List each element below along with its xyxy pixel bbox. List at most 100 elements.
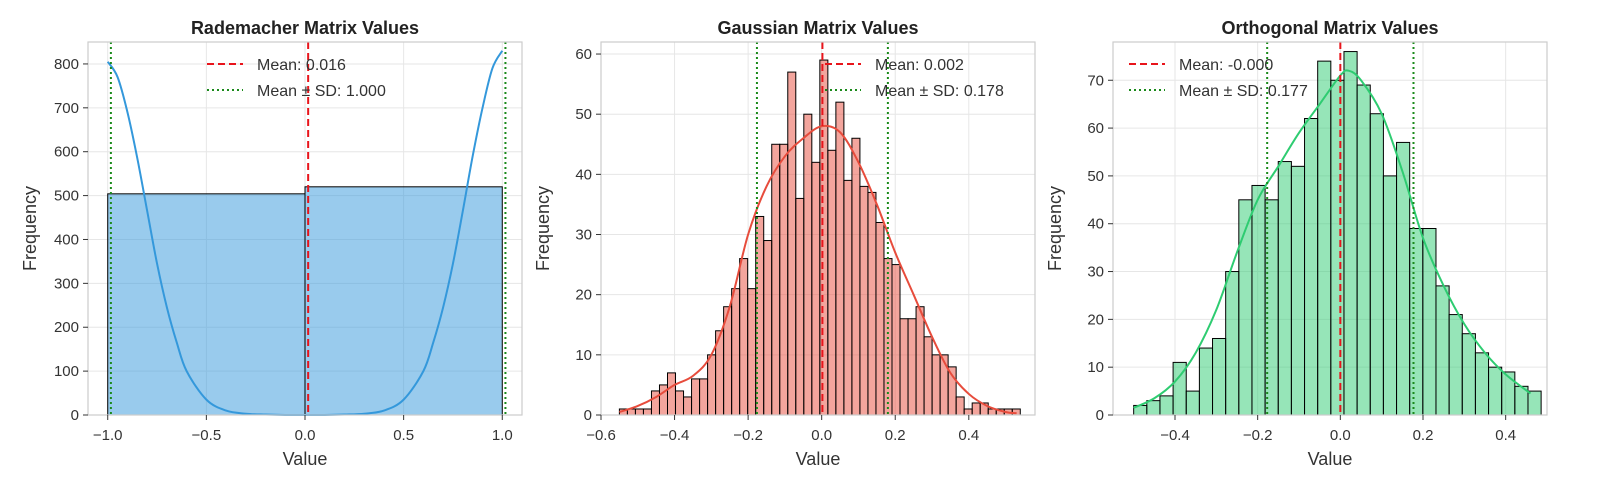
histogram-bar [739,258,749,416]
x-tick-label: −0.5 [192,427,222,444]
y-tick-label: 0 [1096,407,1104,424]
y-tick-label: 60 [1087,120,1104,137]
y-tick-label: 30 [1087,264,1104,281]
y-tick-label: 50 [575,106,592,123]
histogram-bar [755,215,765,416]
y-axis-label: Frequency [20,186,40,271]
histogram-bar [1225,271,1240,416]
histogram-bar [795,197,805,416]
histogram-bar [1474,352,1490,416]
histogram-bar [779,143,789,416]
histogram-bar [1461,333,1476,416]
y-tick-label: 50 [1087,168,1104,185]
x-tick-label: −1.0 [93,427,123,444]
x-tick-label: 0.0 [295,427,316,444]
y-tick-label: 0 [71,407,79,424]
histogram-bar [771,143,781,416]
x-axis-label: Value [796,449,841,469]
histogram-bar [1527,390,1542,416]
histogram-bar [923,336,933,416]
legend-entry-sd: Mean ± SD: 1.000 [257,83,386,100]
chart-panel-2: 0 10 20 30 40 50 60 −0.6 −0.4 −0.2 0.0 0.2 0.4 Gaussi… [533,18,1036,469]
histogram-bar [843,179,853,416]
plot-frame [600,41,1036,416]
histogram-bar [1159,395,1174,416]
y-tick-label: 700 [54,100,79,117]
x-tick-label: 0.5 [393,427,414,444]
chart-title: Orthogonal Matrix Values [1221,18,1438,38]
chart-panel-1: 0 100 200 300 400 500 600 700 800 −1.0 −0.5 0.0 0.5 1… [20,18,523,469]
histogram-bar [107,193,306,416]
histogram-bar [675,390,685,416]
histogram-bar [1251,184,1266,416]
legend: Mean: 0.002 Mean ± SD: 0.178 [825,57,1004,100]
histogram-bar [803,113,813,416]
histogram-bar [899,318,909,416]
x-tick-label: 0.0 [1330,427,1351,444]
y-tick-label: 600 [54,144,79,161]
histogram-bar [875,221,885,416]
chart-title: Rademacher Matrix Values [191,18,419,38]
histogram-bar [1330,79,1345,416]
histogram-bar [1382,175,1398,416]
histogram-bar [811,161,821,416]
y-tick-label: 10 [1087,359,1104,376]
histogram-bar [851,137,861,416]
histogram-bar [683,396,693,416]
histogram-bar [955,396,965,416]
histogram-bar [971,402,981,416]
histogram-bar [731,288,741,416]
histogram-bar [915,306,925,416]
x-tick-label: −0.4 [660,427,690,444]
histogram-bar [1356,84,1371,416]
histogram-bar [907,318,917,416]
y-tick-label: 40 [1087,216,1104,233]
histogram-bar [1185,390,1200,416]
histogram-bars [107,186,503,416]
x-axis-label: Value [283,449,328,469]
y-tick-label: 400 [54,231,79,248]
histogram-bar [819,59,829,416]
histogram-bar [1343,51,1358,416]
x-tick-label: 0.2 [1413,427,1434,444]
histogram-bar [1277,161,1292,416]
chart-title: Gaussian Matrix Values [717,18,918,38]
histogram-bar [787,71,797,416]
histogram-bar [867,191,877,416]
x-axis-label: Value [1308,449,1353,469]
histogram-bar [835,101,845,416]
y-tick-label: 60 [575,46,592,63]
legend-entry-sd: Mean ± SD: 0.178 [875,83,1004,100]
x-tick-label: 0.2 [885,427,906,444]
histogram-bar [1501,371,1516,416]
x-tick-label: 0.0 [811,427,832,444]
legend: Mean: 0.016 Mean ± SD: 1.000 [207,57,386,100]
histogram-bar [747,288,757,416]
legend-entry-sd: Mean ± SD: 0.177 [1179,83,1308,100]
histogram-bar [891,264,901,416]
y-tick-label: 30 [575,227,592,244]
kde-curve [619,124,1017,415]
x-tick-label: −0.4 [1160,427,1190,444]
chart-panel-3: 0 10 20 30 40 50 60 70 −0.4 −0.2 0.0 0.2 0.4 Orthogon… [1045,18,1548,469]
plot-frame [1112,41,1548,416]
histogram-bar [699,378,709,416]
y-tick-label: 500 [54,188,79,205]
histogram-bar [1290,165,1306,416]
y-tick-label: 10 [575,347,592,364]
histogram-bar [1369,113,1384,416]
histogram-bar [1212,337,1227,416]
histogram-bar [963,408,973,416]
histogram-bar [1317,60,1332,416]
histogram-bar [827,149,837,416]
legend-entry-mean: Mean: 0.016 [257,57,346,74]
histogram-bars [618,59,1021,416]
legend: Mean: -0.000 Mean ± SD: 0.177 [1129,57,1308,100]
y-tick-label: 20 [1087,311,1104,328]
histogram-bar [642,408,652,416]
histogram-bar [666,372,677,416]
legend-entry-mean: Mean: -0.000 [1179,57,1273,74]
histogram-bar [1396,141,1411,416]
y-tick-label: 300 [54,275,79,292]
